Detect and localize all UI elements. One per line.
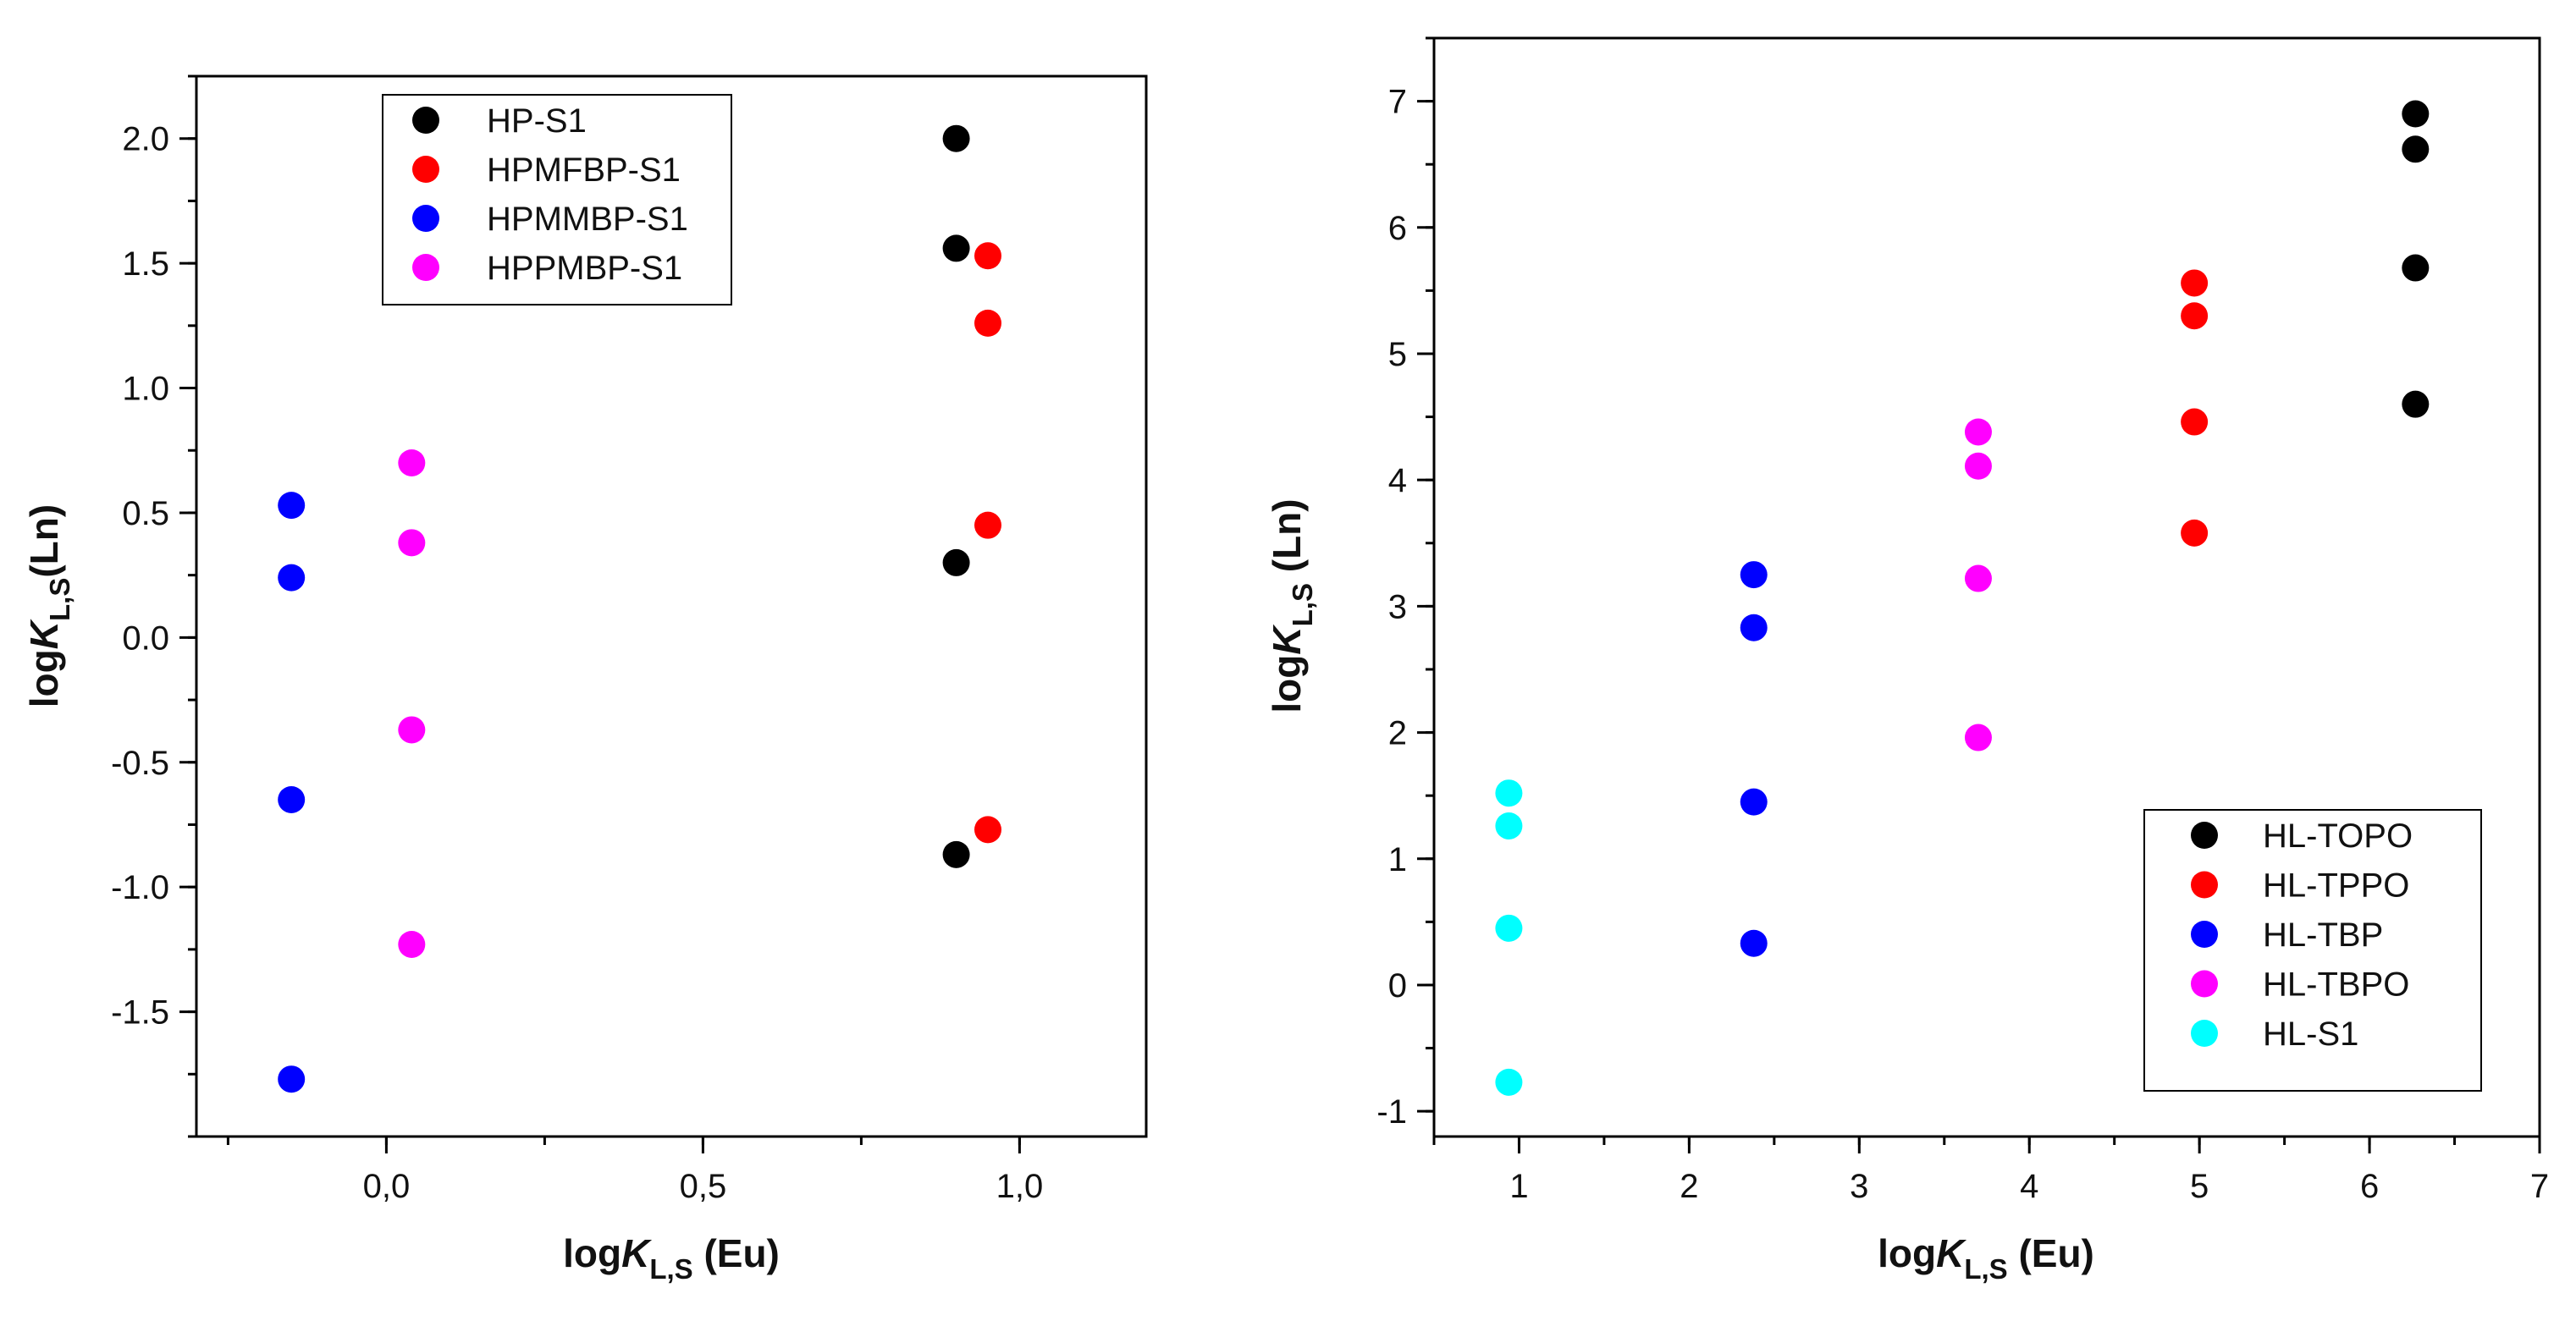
legend-marker [412, 205, 439, 232]
data-point [398, 716, 426, 744]
data-point [278, 785, 306, 813]
x-axis-title: logKL,S (Eu) [563, 1231, 780, 1285]
data-point [2181, 519, 2209, 547]
data-point [2402, 135, 2430, 163]
data-point [398, 529, 426, 557]
legend-marker [2191, 970, 2218, 998]
data-point [1740, 614, 1768, 641]
y-axis-title: logKL,S (Ln) [1265, 498, 1318, 713]
legend-label: HL-S1 [2263, 1016, 2358, 1053]
legend-marker [412, 254, 439, 281]
data-point [974, 309, 1001, 337]
data-point [974, 242, 1001, 270]
plot-frame [195, 74, 1148, 1138]
x-tick-label: 3 [1850, 1168, 1868, 1205]
legend-marker [2191, 921, 2218, 948]
legend-label: HPPMBP-S1 [487, 250, 682, 287]
y-tick-label: 0.0 [122, 619, 169, 657]
y-tick-label: 1 [1388, 841, 1407, 878]
legend-label: HP-S1 [487, 102, 587, 140]
data-point [942, 234, 970, 262]
legend-marker [2191, 1020, 2218, 1047]
data-point [2181, 269, 2209, 297]
x-tick-label: 0,5 [680, 1168, 727, 1205]
legend-label: HL-TPPO [2263, 867, 2409, 905]
data-point [2181, 302, 2209, 330]
legend-marker [2191, 822, 2218, 849]
data-point [942, 124, 970, 152]
legend-label: HPMFBP-S1 [487, 151, 681, 189]
legend-label: HL-TOPO [2263, 817, 2413, 855]
data-point [1740, 929, 1768, 957]
x-axis-title: logKL,S (Eu) [1878, 1231, 2094, 1285]
legend-marker [412, 156, 439, 183]
x-tick-label: 2 [1680, 1168, 1698, 1205]
y-tick-label: -0.5 [111, 745, 169, 782]
y-tick-label: 1.0 [122, 371, 169, 408]
data-point [2181, 408, 2209, 436]
y-tick-label: -1.0 [111, 869, 169, 906]
legend-label: HL-TBP [2263, 916, 2383, 954]
data-point [1740, 788, 1768, 816]
data-point [278, 492, 306, 520]
chart-left: 0,0 0,5 1,0 -1.5 -1.0 -0.5 0.0 0.5 1.0 1.5 2.0 logK… [22, 74, 1148, 1285]
x-tick-label: 7 [2530, 1168, 2549, 1205]
x-tick-label: 5 [2190, 1168, 2209, 1205]
data-point [1964, 418, 1992, 446]
y-tick-label: 5 [1388, 336, 1407, 373]
data-point [1740, 561, 1768, 589]
y-tick-label: 2 [1388, 715, 1407, 752]
x-tick-label: 1 [1509, 1168, 1528, 1205]
data-point [1964, 724, 1992, 751]
y-tick-label: 2.0 [122, 121, 169, 158]
y-axis-title: logKL,S(Ln) [22, 504, 75, 707]
x-tick-label: 1,0 [996, 1168, 1044, 1205]
x-tick-label: 4 [2020, 1168, 2038, 1205]
y-tick-label: -1 [1376, 1093, 1407, 1131]
x-tick-label: 0,0 [363, 1168, 411, 1205]
legend-label: HL-TBPO [2263, 966, 2409, 1004]
data-point [398, 449, 426, 476]
data-point [1495, 812, 1523, 839]
y-tick-label: -1.5 [111, 994, 169, 1032]
y-tick-label: 0 [1388, 967, 1407, 1005]
legend-marker [412, 107, 439, 134]
data-point [942, 840, 970, 868]
data-point [1495, 1068, 1523, 1096]
y-tick-label: 6 [1388, 210, 1407, 247]
chart-right: 1 2 3 4 5 6 7 -1 0 1 2 3 4 5 6 7 logKL,S (Ln) logKL,S (Eu… [1265, 36, 2549, 1285]
data-point [398, 930, 426, 958]
data-point [278, 1065, 306, 1093]
data-point [974, 511, 1001, 539]
data-point [1495, 779, 1523, 807]
data-point [942, 548, 970, 576]
data-point [2402, 390, 2430, 418]
data-point [278, 564, 306, 592]
legend-label: HPMMBP-S1 [487, 201, 688, 238]
y-tick-label: 0.5 [122, 495, 169, 532]
x-tick-label: 6 [2360, 1168, 2379, 1205]
legend-box [382, 94, 732, 305]
data-point [2402, 100, 2430, 128]
y-tick-label: 4 [1388, 462, 1407, 499]
y-tick-label: 3 [1388, 588, 1407, 625]
data-point [1964, 452, 1992, 480]
legend-marker [2191, 871, 2218, 899]
y-tick-label: 1.5 [122, 245, 169, 283]
data-point [2402, 254, 2430, 282]
data-point [974, 816, 1001, 844]
data-point [1964, 564, 1992, 592]
data-point [1495, 914, 1523, 942]
plot-frame [1432, 36, 2541, 1138]
y-tick-label: 7 [1388, 84, 1407, 121]
